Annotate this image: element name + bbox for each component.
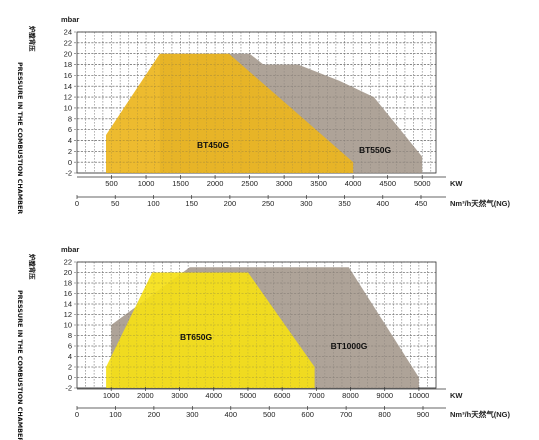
- kw-tick-label: 1500: [172, 179, 189, 188]
- kw-tick-label: 500: [105, 179, 118, 188]
- kw-tick-label: 7000: [308, 391, 325, 400]
- series-label-bt450g: BT450G: [197, 140, 230, 150]
- kw-tick-label: 4000: [345, 179, 362, 188]
- y-tick-label: -2: [65, 169, 72, 178]
- gas-unit-label: Nm³/h天然气(NG): [450, 198, 510, 208]
- kw-tick-label: 3500: [310, 179, 327, 188]
- area-bt450g: [106, 53, 354, 174]
- kw-tick-label: 9000: [376, 391, 393, 400]
- y-tick-label: 20: [64, 268, 72, 277]
- y-tick-label: 16: [64, 289, 72, 298]
- y-tick-label: 18: [64, 60, 72, 69]
- gas-tick-label: 900: [417, 410, 430, 419]
- kw-tick-label: 2000: [137, 391, 154, 400]
- gas-tick-label: 400: [225, 410, 238, 419]
- y-unit-label: mbar: [61, 15, 79, 24]
- y-tick-label: 2: [68, 363, 72, 372]
- y-tick-label: 12: [64, 310, 72, 319]
- gas-tick-label: 50: [111, 199, 119, 208]
- gas-tick-label: 250: [262, 199, 275, 208]
- chart-bt650g-bt1000g: 炉膛背压 PRESSURE IN THE COMBUSTION CHAMBER mb…: [16, 245, 510, 440]
- gas-tick-label: 300: [300, 199, 313, 208]
- chart-bt450g-bt550g: 炉膛背压 PRESSURE IN THE COMBUSTION CHAMBER mb…: [16, 15, 510, 214]
- gas-tick-label: 400: [377, 199, 390, 208]
- y-unit-label: mbar: [61, 245, 79, 254]
- kw-tick-label: 1000: [103, 391, 120, 400]
- y-tick-label: 12: [64, 93, 72, 102]
- kw-tick-label: 3000: [276, 179, 293, 188]
- y-tick-label: 24: [64, 28, 72, 37]
- series-label-bt550g: BT550G: [359, 145, 392, 155]
- gas-tick-label: 200: [224, 199, 237, 208]
- gas-tick-label: 500: [263, 410, 276, 419]
- y-tick-label: -2: [65, 384, 72, 393]
- y-tick-label: 4: [68, 352, 72, 361]
- kw-unit-label: KW: [450, 179, 463, 188]
- y-tick-label: 10: [64, 104, 72, 113]
- gas-tick-label: 150: [185, 199, 198, 208]
- kw-tick-label: 2000: [207, 179, 224, 188]
- gas-tick-label: 0: [75, 199, 79, 208]
- kw-tick-label: 4000: [205, 391, 222, 400]
- gas-tick-label: 100: [109, 410, 122, 419]
- y-tick-label: 6: [68, 342, 72, 351]
- area-bt650g: [106, 272, 315, 388]
- y-tick-label: 20: [64, 49, 72, 58]
- kw-tick-label: 6000: [274, 391, 291, 400]
- gas-tick-label: 450: [415, 199, 428, 208]
- series-label-bt1000g: BT1000G: [331, 341, 368, 351]
- kw-tick-label: 10000: [408, 391, 429, 400]
- side-label-cn: 炉膛背压: [28, 26, 37, 52]
- gas-tick-label: 300: [186, 410, 199, 419]
- series-label-bt650g: BT650G: [180, 332, 213, 342]
- y-tick-label: 8: [68, 114, 72, 123]
- y-tick-label: 0: [68, 373, 72, 382]
- side-label-en: PRESSURE IN THE COMBUSTION CHAMBER: [16, 290, 24, 440]
- y-tick-label: 22: [64, 258, 72, 267]
- y-tick-label: 14: [64, 300, 72, 309]
- y-tick-label: 4: [68, 136, 72, 145]
- gas-unit-label: Nm³/h天然气(NG): [450, 409, 510, 419]
- kw-tick-label: 4500: [379, 179, 396, 188]
- kw-tick-label: 3000: [171, 391, 188, 400]
- y-tick-label: 0: [68, 158, 72, 167]
- y-tick-label: 14: [64, 82, 72, 91]
- gas-tick-label: 0: [75, 410, 79, 419]
- kw-tick-label: 1000: [138, 179, 155, 188]
- gas-tick-label: 200: [148, 410, 161, 419]
- kw-tick-label: 5000: [240, 391, 257, 400]
- gas-tick-label: 800: [378, 410, 391, 419]
- kw-tick-label: 5000: [414, 179, 431, 188]
- y-tick-label: 2: [68, 147, 72, 156]
- y-tick-label: 16: [64, 71, 72, 80]
- gas-tick-label: 350: [338, 199, 351, 208]
- side-label-en: PRESSURE IN THE COMBUSTION CHAMBER: [16, 62, 24, 214]
- gas-tick-label: 100: [147, 199, 160, 208]
- y-tick-label: 22: [64, 38, 72, 47]
- y-tick-label: 10: [64, 321, 72, 330]
- y-tick-label: 18: [64, 279, 72, 288]
- kw-unit-label: KW: [450, 391, 463, 400]
- kw-tick-label: 2500: [241, 179, 258, 188]
- gas-tick-label: 700: [340, 410, 353, 419]
- y-tick-label: 8: [68, 331, 72, 340]
- y-tick-label: 6: [68, 125, 72, 134]
- kw-tick-label: 8000: [342, 391, 359, 400]
- gas-tick-label: 600: [301, 410, 314, 419]
- side-label-cn: 炉膛背压: [28, 254, 37, 280]
